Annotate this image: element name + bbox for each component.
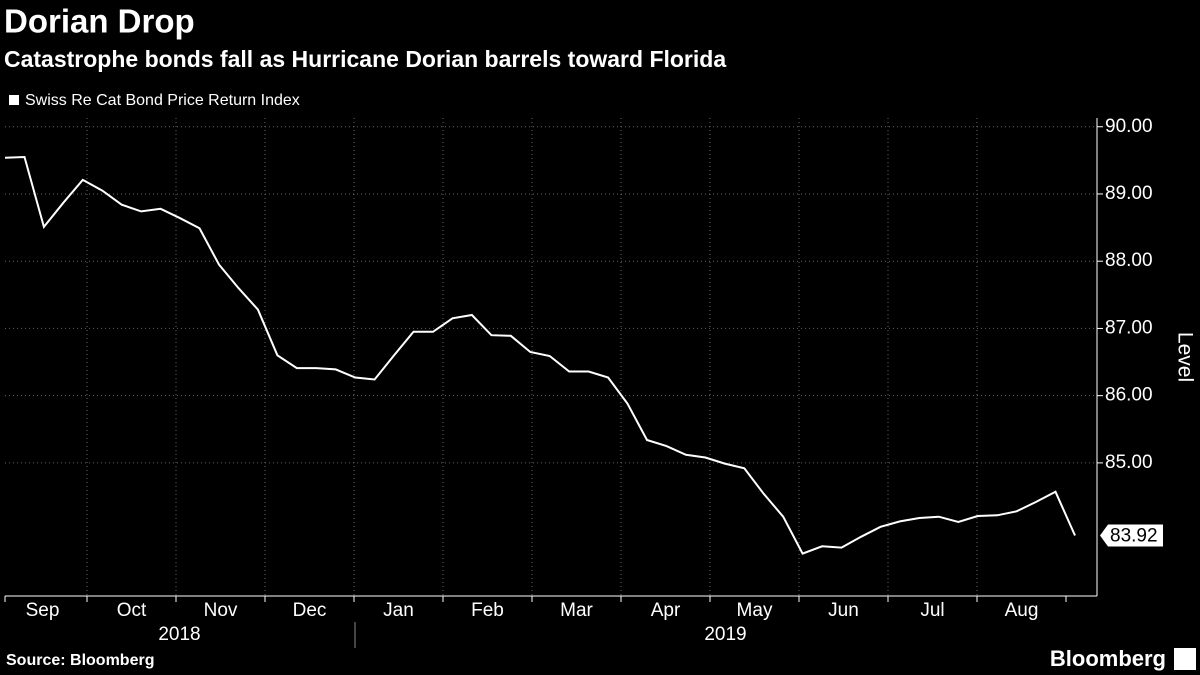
x-tick-label: Jun	[828, 600, 859, 621]
brand-icon	[1174, 648, 1196, 670]
y-tick-label: 88.00	[1105, 250, 1153, 271]
chart-title: Dorian Drop	[4, 3, 195, 40]
y-tick-label: 89.00	[1105, 183, 1153, 204]
legend-swatch	[9, 95, 19, 105]
x-tick-label: Oct	[117, 600, 147, 621]
line-series	[4, 155, 1076, 555]
source: Source: Bloomberg	[6, 652, 154, 669]
y-tick-label: 85.00	[1105, 452, 1153, 473]
year-label: 2019	[704, 624, 746, 645]
x-tick-label: Nov	[204, 600, 238, 621]
brand: Bloomberg	[1050, 646, 1166, 671]
x-tick-label: Apr	[651, 600, 681, 621]
y-tick-label: 87.00	[1105, 317, 1153, 338]
last-value-tag	[1100, 524, 1163, 547]
y-tick-label: 86.00	[1105, 385, 1153, 406]
x-tick-label: Mar	[560, 600, 593, 621]
last-value-label: 83.92	[1110, 526, 1158, 547]
x-tick-label: Sep	[26, 600, 60, 621]
x-tick-label: Feb	[471, 600, 504, 621]
x-tick-label: Dec	[293, 600, 327, 621]
x-tick-label: Aug	[1005, 600, 1039, 621]
legend-label: Swiss Re Cat Bond Price Return Index	[25, 92, 300, 109]
x-tick-label: Jan	[383, 600, 414, 621]
y-axis-label: Level	[1173, 332, 1196, 382]
y-tick-label: 90.00	[1105, 116, 1153, 137]
x-tick-label: Jul	[920, 600, 944, 621]
chart-subtitle: Catastrophe bonds fall as Hurricane Dori…	[4, 46, 726, 72]
x-tick-label: May	[737, 600, 773, 621]
year-label: 2018	[158, 624, 200, 645]
